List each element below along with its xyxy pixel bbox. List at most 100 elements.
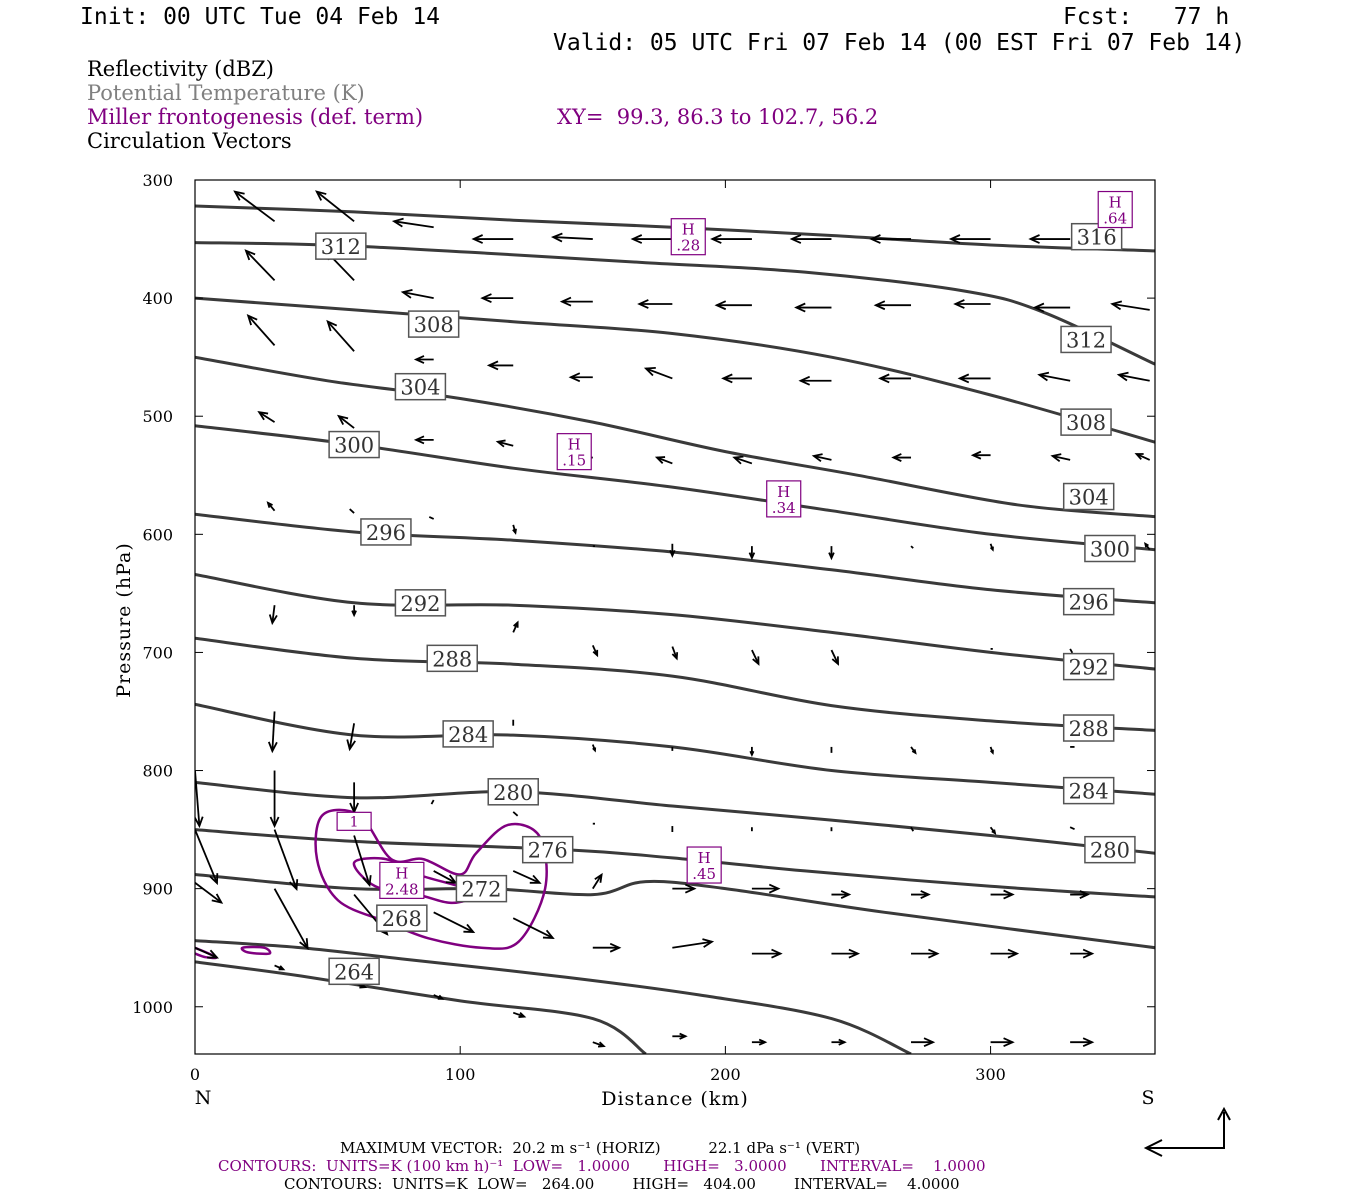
- x-tick-label: 0: [190, 1065, 200, 1084]
- circulation-vector: [830, 649, 840, 666]
- vector-head: [721, 373, 733, 384]
- circulation-vector: [336, 414, 355, 429]
- circulation-vector: [714, 300, 752, 311]
- y-tick-label: 800: [142, 762, 173, 781]
- theta-label-box: [360, 518, 412, 546]
- circulation-vector: [1134, 453, 1151, 461]
- circulation-vector: [195, 770, 204, 829]
- south-label: S: [1141, 1087, 1154, 1109]
- vector-shaft: [1136, 453, 1151, 461]
- vector-shaft: [353, 835, 371, 886]
- max-vector-text: MAXIMUM VECTOR: 20.2 m s⁻¹ (HORIZ) 22.1 …: [340, 1139, 861, 1157]
- vector-head: [471, 234, 484, 244]
- plot-frame: [194, 179, 1156, 1055]
- vector-head: [391, 217, 404, 228]
- vector-shaft: [271, 605, 276, 624]
- vector-head: [463, 923, 476, 934]
- vector-head: [702, 938, 715, 948]
- vector-head: [1037, 371, 1050, 382]
- vector-shaft: [258, 411, 276, 423]
- circulation-vector: [828, 546, 835, 561]
- vector-shaft: [830, 649, 839, 665]
- theta-label-box: [1062, 776, 1115, 805]
- circulation-vector: [512, 811, 519, 817]
- legend-circulation-vectors: Circulation Vectors: [87, 129, 292, 153]
- circulation-vector: [257, 411, 276, 423]
- reference-vector-icon: [1143, 1106, 1231, 1157]
- circulation-vector: [413, 435, 434, 445]
- vector-head: [749, 750, 755, 758]
- vector-head: [710, 234, 722, 244]
- theta-label-box: [1062, 482, 1115, 511]
- circulation-vector: [990, 948, 1020, 959]
- vector-head: [529, 874, 542, 884]
- theta-contour-272: [195, 873, 1155, 950]
- vector-head: [207, 949, 219, 959]
- circulation-vector: [512, 1011, 527, 1018]
- frontogenesis-max-box: [686, 846, 722, 884]
- theta-label-box: [394, 589, 447, 617]
- theta-label: 276: [528, 839, 568, 863]
- axes: 300 400 500 600 700 800 900 1000 0 100 200 300: [132, 171, 1155, 1084]
- vector-shaft: [195, 829, 218, 884]
- vector-head: [413, 435, 425, 445]
- theta-label-box: [455, 874, 508, 903]
- circulation-vector: [433, 994, 445, 1000]
- vector-shaft: [1039, 373, 1071, 382]
- vector-head: [654, 456, 666, 464]
- frontogenesis-max-value: .15: [562, 452, 586, 470]
- theta-label: 300: [334, 434, 374, 458]
- circulation-vector: [751, 948, 783, 959]
- circulation-vector: [512, 524, 517, 535]
- frontogenesis-max-box: [670, 218, 706, 256]
- circulation-vector: [710, 234, 752, 244]
- theta-label-box: [376, 904, 428, 932]
- vector-head: [771, 948, 783, 959]
- vector-head: [794, 302, 806, 313]
- vector-shaft: [553, 236, 593, 240]
- vector-shaft: [910, 826, 915, 832]
- vector-head: [1007, 948, 1020, 959]
- theta-label: 316: [1077, 226, 1117, 250]
- circulation-vector: [989, 826, 997, 835]
- theta-label-box: [1060, 408, 1112, 436]
- vector-head: [789, 234, 802, 244]
- init-time: Init: 00 UTC Tue 04 Feb 14: [80, 4, 441, 30]
- circulation-vector: [957, 373, 991, 384]
- circulation-vector: [592, 1041, 606, 1048]
- theta-label: 312: [321, 235, 361, 259]
- frontogenesis-max-h: H: [682, 221, 695, 239]
- vector-head: [671, 652, 679, 661]
- theta-contour-264: [195, 960, 647, 1054]
- theta-label: 292: [400, 592, 440, 616]
- frontogenesis-max-value: .34: [772, 499, 796, 517]
- vector-head: [244, 249, 256, 261]
- frontogenesis-max-value: 2.48: [385, 880, 418, 898]
- theta-label-box: [1084, 835, 1136, 864]
- x-tick-label: 300: [975, 1065, 1006, 1084]
- theta-label-box: [1062, 587, 1115, 616]
- circulation-vector: [911, 948, 940, 959]
- theta-label-box: [487, 778, 539, 806]
- vector-shaft: [433, 911, 474, 933]
- theta-label: 308: [414, 313, 454, 337]
- vector-shaft: [656, 456, 673, 465]
- vector-head: [597, 1041, 606, 1048]
- vector-shaft: [512, 811, 519, 817]
- vector-shaft: [672, 940, 713, 949]
- vector-head: [299, 938, 309, 950]
- theta-label: 280: [493, 781, 533, 805]
- vector-shaft: [316, 190, 355, 223]
- vector-head: [592, 649, 599, 658]
- theta-label: 304: [400, 376, 440, 400]
- vector-head: [798, 375, 811, 386]
- circulation-vector: [430, 799, 435, 805]
- vector-shaft: [430, 799, 435, 805]
- legend-xy-endpoints: XY= 99.3, 86.3 to 102.7, 56.2: [557, 105, 879, 129]
- legend-frontogenesis: Miller frontogenesis (def. term): [87, 105, 424, 129]
- circulation-vector: [592, 942, 622, 953]
- circulation-vector: [831, 890, 852, 899]
- circulation-vector: [268, 605, 278, 626]
- frontogenesis-max-box: [556, 433, 592, 471]
- circulation-vector: [732, 455, 753, 465]
